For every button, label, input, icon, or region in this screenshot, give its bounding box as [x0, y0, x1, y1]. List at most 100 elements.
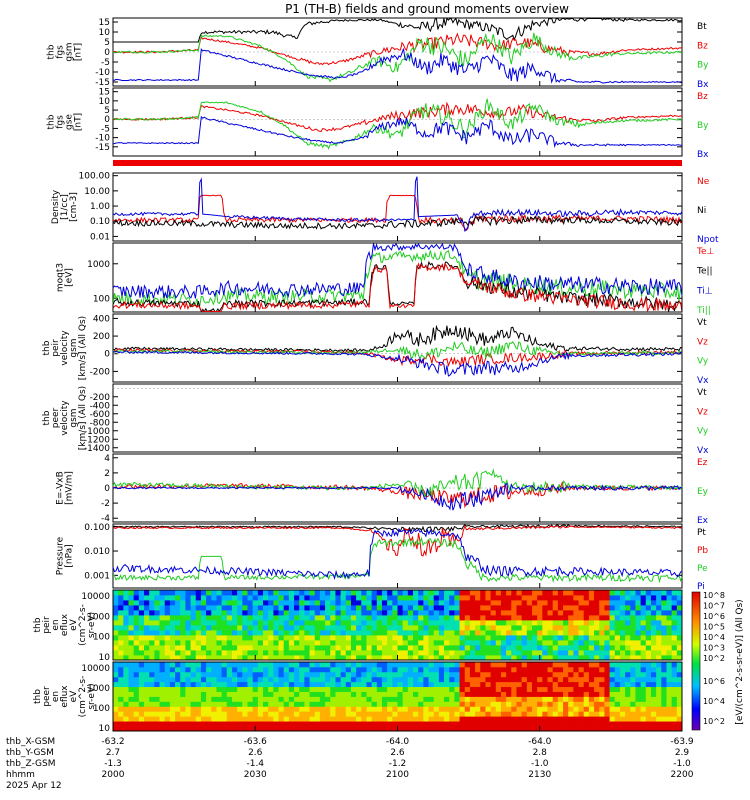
spectrogram-cell: [252, 691, 259, 697]
spectrogram-cell: [330, 645, 336, 651]
spectrogram-cell: [444, 676, 450, 683]
spectrogram-cell: [335, 706, 341, 712]
spectrogram-cell: [599, 640, 605, 646]
spectrogram-cell: [557, 645, 564, 651]
spectrogram-cell: [263, 620, 269, 626]
spectrogram-cell: [428, 666, 435, 673]
spectrogram-cell: [397, 662, 404, 668]
spectrogram-cell: [495, 671, 502, 678]
spectrogram-cell: [231, 716, 238, 722]
spectrogram-cell: [500, 595, 507, 601]
spectrogram-cell: [149, 676, 155, 683]
spectrogram-cell: [144, 711, 150, 717]
spectrogram-cell: [216, 605, 223, 611]
spectrogram-cell: [650, 696, 657, 702]
spectrogram-cell: [185, 645, 191, 651]
ytick-label: 15: [99, 88, 110, 98]
spectrogram-cell: [169, 721, 176, 727]
spectrogram-cell: [469, 630, 476, 636]
spectrogram-cell: [154, 625, 160, 631]
spectrogram-cell: [402, 590, 409, 596]
spectrogram-cell: [464, 681, 471, 688]
spectrogram-cell: [645, 691, 652, 697]
spectrogram-cell: [469, 662, 476, 668]
spectrogram-cell: [568, 726, 574, 732]
spectrogram-cell: [144, 726, 150, 732]
spectrogram-cell: [614, 600, 621, 606]
spectrogram-cell: [242, 615, 248, 621]
spectrogram-cell: [180, 605, 186, 611]
spectrogram-cell: [237, 605, 243, 611]
spectrogram-cell: [263, 686, 269, 692]
spectrogram-cell: [573, 650, 579, 656]
spectrogram-cell: [273, 686, 279, 692]
spectrogram-cell: [619, 686, 626, 692]
spectrogram-cell: [464, 696, 471, 702]
spectrogram-cell: [299, 691, 305, 697]
spectrogram-cell: [154, 676, 160, 683]
spectrogram-cell: [268, 701, 274, 707]
spectrogram-cell: [578, 595, 585, 601]
spectrogram-cell: [454, 676, 460, 683]
spectrogram-cell: [319, 650, 326, 656]
spectrogram-cell: [144, 650, 150, 656]
spectrogram-cell: [144, 625, 150, 631]
spectrogram-cell: [469, 696, 476, 702]
spectrogram-cell: [464, 620, 471, 626]
spectrogram-cell: [164, 600, 171, 606]
spectrogram-cell: [428, 605, 435, 611]
spectrogram-cell: [506, 640, 512, 646]
spectrogram-cell: [568, 640, 574, 646]
spectrogram-cell: [464, 645, 471, 651]
spectrogram-cell: [366, 691, 373, 697]
spectrogram-cell: [537, 706, 543, 712]
spectrogram-cell: [273, 640, 279, 646]
ylabel-line: E=-VxB: [56, 471, 66, 505]
spectrogram-cell: [350, 650, 357, 656]
spectrogram-cell: [485, 671, 492, 678]
spectrogram-cell: [366, 590, 373, 596]
spectrogram-cell: [552, 590, 559, 596]
spectrogram-cell: [335, 610, 341, 616]
spectrogram-cell: [557, 686, 564, 692]
ytick-label: -1200: [84, 435, 110, 445]
spectrogram-cell: [552, 686, 559, 692]
spectrogram-cell: [319, 716, 326, 722]
spectrogram-cell: [211, 716, 217, 722]
spectrogram-cell: [547, 615, 554, 621]
spectrogram-cell: [418, 721, 424, 727]
ylabel-line: [mV/m]: [65, 471, 75, 505]
spectrogram-cell: [309, 625, 316, 631]
spectrogram-cell: [133, 640, 140, 646]
spectrogram-cell: [666, 711, 673, 717]
spectrogram-cell: [138, 625, 145, 631]
spectrogram-cell: [645, 605, 652, 611]
spectrogram-cell: [123, 686, 129, 692]
spectrogram-cell: [180, 590, 186, 596]
spectrogram-cell: [335, 701, 341, 707]
spectrogram-cell: [630, 691, 636, 697]
spectrogram-cell: [330, 721, 336, 727]
spectrogram-cell: [407, 630, 414, 636]
spectrogram-cell: [609, 711, 616, 717]
spectrogram-cell: [294, 635, 300, 641]
spectrogram-cell: [557, 600, 564, 606]
spectrogram-cell: [242, 650, 248, 656]
spectrogram-cell: [485, 635, 492, 641]
spectrogram-cell: [299, 625, 305, 631]
spectrogram-cell: [614, 635, 621, 641]
spectrogram-cell: [294, 676, 300, 683]
spectrogram-cell: [371, 726, 378, 732]
spectrogram-cell: [138, 615, 145, 621]
spectrogram-cell: [330, 615, 336, 621]
spectrogram-cell: [211, 711, 217, 717]
spectrogram-cell: [459, 721, 466, 727]
spectrogram-cell: [216, 711, 223, 717]
spectrogram-cell: [392, 600, 398, 606]
spectrogram-cell: [583, 655, 590, 661]
spectrogram-cell: [335, 590, 341, 596]
spectrogram-cell: [263, 726, 269, 732]
spectrogram-cell: [645, 630, 652, 636]
spectrogram-cell: [671, 605, 678, 611]
spectrogram-cell: [588, 666, 595, 673]
